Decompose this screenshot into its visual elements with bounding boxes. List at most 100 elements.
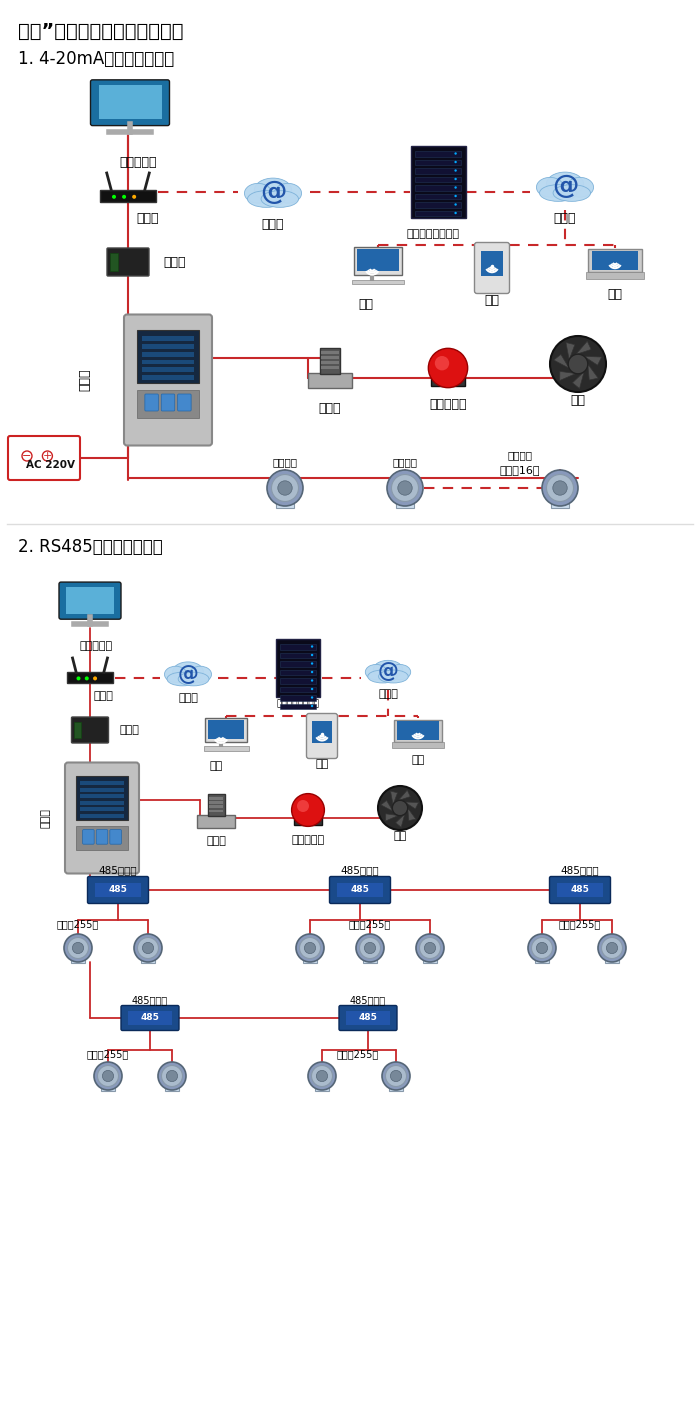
Ellipse shape [248, 190, 285, 207]
Polygon shape [407, 808, 416, 820]
Bar [352, 280, 404, 284]
Bar [415, 184, 461, 190]
Text: 485: 485 [351, 885, 370, 895]
Bar [67, 673, 113, 684]
Text: 电脑: 电脑 [358, 297, 374, 311]
Circle shape [428, 349, 468, 388]
Text: 电磁阀: 电磁阀 [318, 401, 342, 415]
Bar [101, 1083, 115, 1092]
Circle shape [392, 801, 407, 816]
Bar [321, 366, 339, 369]
Bar [205, 718, 247, 743]
Text: 可连接255台: 可连接255台 [337, 1050, 379, 1059]
Bar [142, 367, 194, 371]
Circle shape [454, 160, 457, 163]
Text: 可连接255台: 可连接255台 [559, 919, 601, 929]
Text: 可连接255台: 可连接255台 [57, 919, 99, 929]
Text: 互联网: 互联网 [378, 689, 398, 699]
Bar [136, 390, 199, 418]
Bar [276, 639, 320, 696]
Bar [80, 788, 124, 792]
Ellipse shape [173, 661, 204, 682]
Circle shape [536, 943, 547, 954]
Text: 485中继器: 485中继器 [99, 865, 137, 875]
FancyBboxPatch shape [550, 877, 610, 903]
Bar [392, 741, 444, 749]
Circle shape [528, 934, 556, 962]
Circle shape [22, 452, 32, 461]
Circle shape [382, 1062, 410, 1090]
Bar [315, 1083, 329, 1092]
Text: 手机: 手机 [316, 758, 328, 770]
Bar [321, 362, 339, 364]
Bar [592, 250, 638, 270]
Polygon shape [573, 371, 584, 388]
Circle shape [167, 1071, 178, 1082]
Ellipse shape [254, 179, 292, 203]
Bar [337, 882, 383, 898]
FancyBboxPatch shape [71, 718, 108, 743]
Ellipse shape [164, 667, 187, 682]
Bar [165, 1083, 179, 1092]
Circle shape [272, 474, 298, 501]
Ellipse shape [244, 183, 272, 203]
Text: 安帝尔网络服务器: 安帝尔网络服务器 [407, 229, 459, 239]
Text: 485: 485 [108, 885, 127, 895]
Bar [71, 955, 85, 964]
Ellipse shape [261, 190, 298, 207]
Polygon shape [386, 813, 398, 822]
Circle shape [122, 194, 126, 198]
Text: 可连接255台: 可连接255台 [349, 919, 391, 929]
Bar [209, 805, 223, 808]
FancyBboxPatch shape [110, 830, 121, 844]
Polygon shape [391, 791, 398, 805]
Bar [136, 331, 199, 383]
Text: 终端: 终端 [412, 756, 425, 765]
Text: 485: 485 [570, 885, 589, 895]
Bar [588, 249, 642, 272]
Ellipse shape [389, 664, 411, 680]
Text: 485: 485 [141, 1013, 160, 1023]
Circle shape [553, 481, 567, 495]
Circle shape [547, 474, 573, 501]
Ellipse shape [379, 670, 408, 682]
Bar [76, 826, 128, 850]
Circle shape [102, 1071, 113, 1082]
Text: 互联网: 互联网 [178, 694, 198, 704]
Circle shape [296, 934, 324, 962]
Polygon shape [554, 355, 569, 369]
Bar [294, 815, 322, 825]
Ellipse shape [167, 673, 198, 685]
Bar [415, 203, 461, 207]
Ellipse shape [274, 183, 302, 203]
Circle shape [311, 646, 314, 647]
Circle shape [454, 186, 457, 189]
Text: 2. RS485信号连接系统图: 2. RS485信号连接系统图 [18, 537, 162, 556]
Bar [142, 352, 194, 356]
Bar [410, 146, 466, 218]
Polygon shape [381, 801, 393, 812]
Bar [279, 653, 316, 658]
Polygon shape [566, 342, 575, 360]
Circle shape [542, 470, 578, 507]
FancyBboxPatch shape [339, 1006, 397, 1030]
Ellipse shape [189, 667, 211, 682]
Text: 电脑: 电脑 [209, 761, 223, 771]
Text: 声光报警器: 声光报警器 [291, 834, 325, 846]
Circle shape [419, 937, 440, 958]
FancyBboxPatch shape [124, 315, 212, 446]
Bar [142, 343, 194, 349]
Bar [80, 813, 124, 817]
Text: +: + [43, 452, 52, 461]
Circle shape [162, 1065, 183, 1086]
Text: 转换器: 转换器 [163, 256, 186, 269]
FancyBboxPatch shape [121, 1006, 179, 1030]
Bar [535, 955, 549, 964]
FancyBboxPatch shape [59, 582, 121, 619]
Circle shape [312, 1065, 332, 1086]
Bar [197, 815, 234, 827]
Circle shape [311, 688, 314, 691]
Bar [354, 248, 402, 274]
Circle shape [67, 937, 88, 958]
Circle shape [598, 934, 626, 962]
